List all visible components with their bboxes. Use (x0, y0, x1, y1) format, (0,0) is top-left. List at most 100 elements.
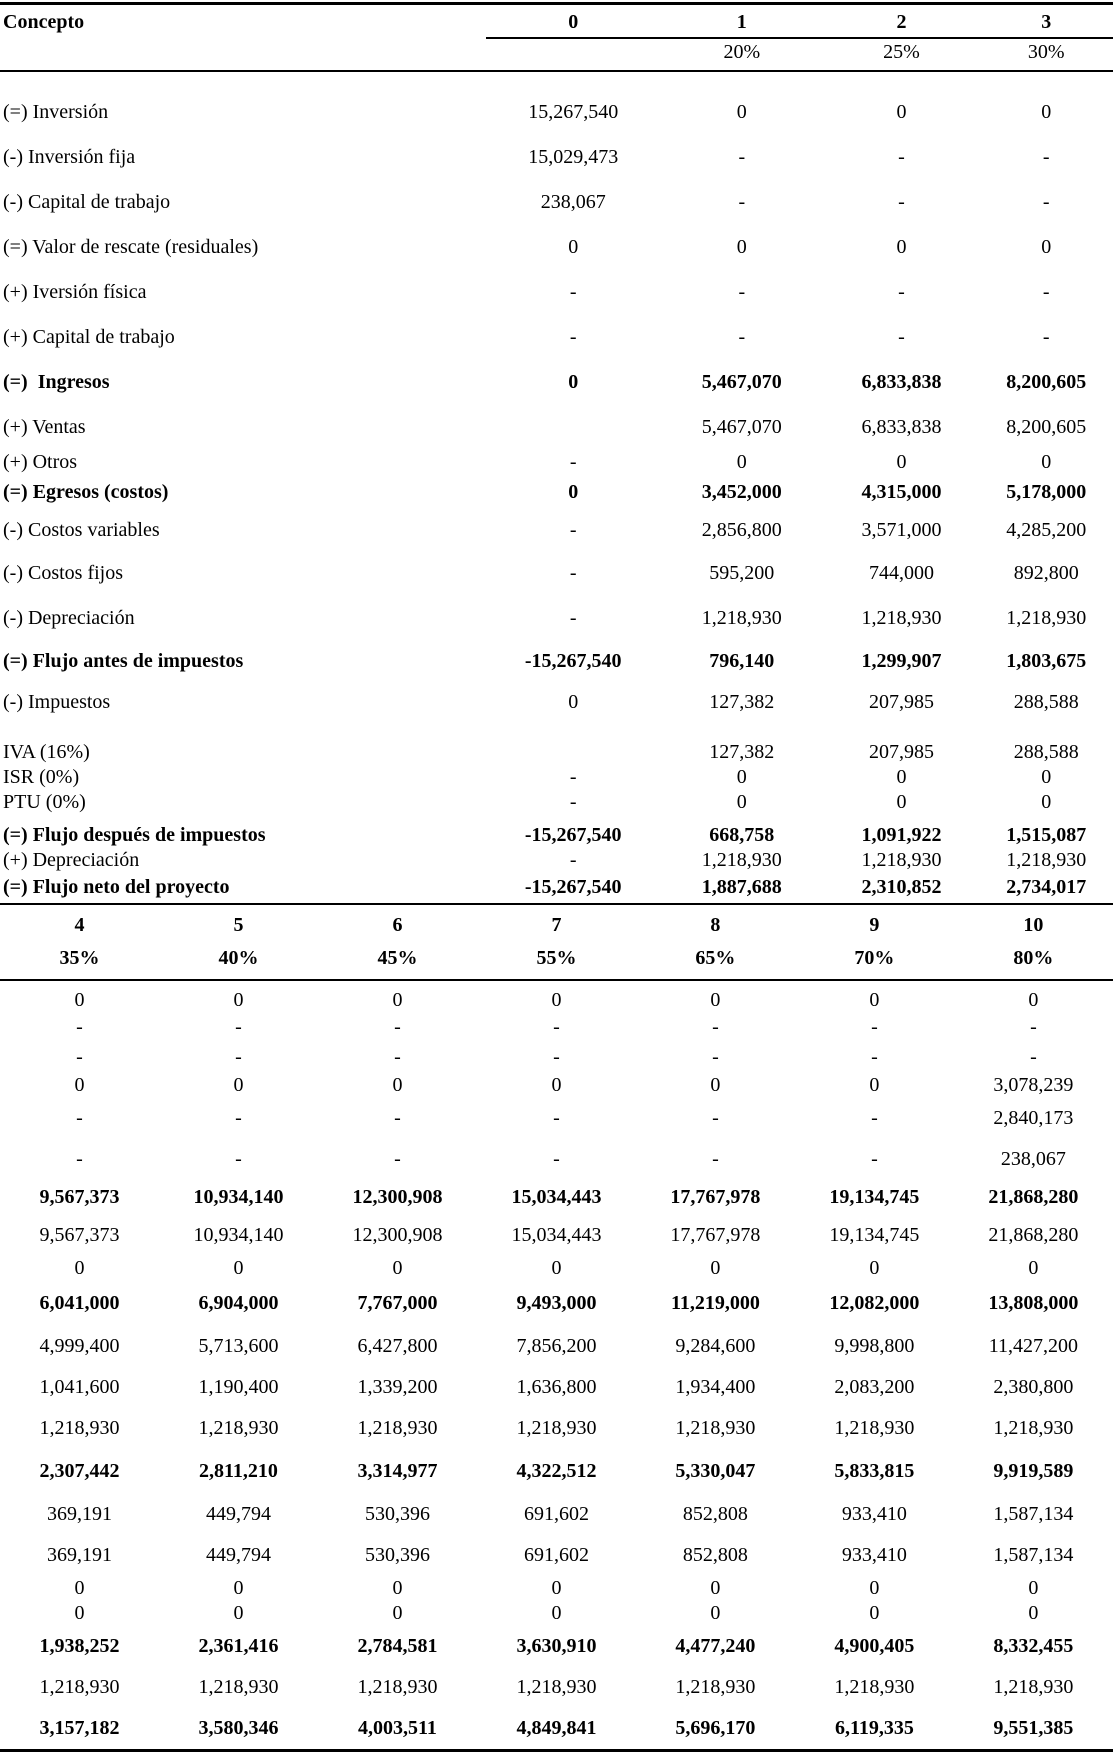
value-cell: - (898, 326, 905, 348)
value-cell: 2,307,442 (39, 1460, 120, 1482)
value-cell: - (569, 451, 577, 473)
value-cell: 0 (551, 1602, 562, 1624)
value-cell: 0 (710, 1577, 721, 1599)
table-row: 369,191 449,794 530,396 691,602 852,808 933,4… (0, 1535, 1113, 1576)
table-row: (+) Depreciación - 1,218,930 1,218,930 1,218… (0, 848, 1113, 873)
value-cell: 9,567,373 (39, 1186, 120, 1208)
top-table-body: (=) Inversión 15,267,540 0 0 0 (-) Inversión … (0, 72, 1113, 903)
value-cell: 1,218,930 (861, 849, 942, 871)
value-cell: - (871, 1016, 878, 1038)
value-cell: 449,794 (205, 1503, 271, 1525)
table-row: (-) Inversión fija 15,029,473 - - - (0, 135, 1113, 180)
value-cell: 1,803,675 (1006, 650, 1087, 672)
value-cell: 1,218,930 (516, 1676, 597, 1698)
section-divider-rule (0, 903, 1113, 905)
value-cell: 0 (1028, 989, 1039, 1011)
value-cell: 9,551,385 (993, 1717, 1074, 1739)
table-row: 0 0 0 0 0 0 0 (0, 1576, 1113, 1601)
value-cell: - (569, 326, 577, 348)
value-cell: 0 (736, 791, 747, 813)
concept-label: (-) Costos variables (3, 519, 160, 541)
value-cell: 1,887,688 (701, 876, 782, 898)
concept-label: (-) Capital de trabajo (3, 191, 171, 213)
table-row: (=) Egresos (costos) 0 3,452,000 4,315,000 5… (0, 475, 1113, 510)
concept-column-header: Concepto (3, 11, 85, 33)
concept-label: (-) Inversión fija (3, 146, 136, 168)
value-cell: 11,219,000 (670, 1292, 760, 1314)
value-cell: - (738, 146, 746, 168)
value-cell: - (76, 1016, 83, 1038)
value-cell: 1,218,930 (39, 1417, 120, 1439)
value-cell: 0 (233, 1577, 244, 1599)
value-cell: 1,636,800 (516, 1376, 597, 1398)
value-cell: 0 (896, 791, 907, 813)
value-cell: 1,938,252 (39, 1635, 120, 1657)
rate-header-20: 20% (723, 41, 761, 63)
value-cell: 5,833,815 (834, 1460, 915, 1482)
value-cell: 8,200,605 (1006, 416, 1087, 438)
value-cell: 0 (736, 766, 747, 788)
table-row: (=) Flujo antes de impuestos -15,267,540 7… (0, 641, 1113, 682)
value-cell: - (553, 1148, 560, 1170)
value-cell: 0 (1041, 766, 1052, 788)
value-cell: - (871, 1046, 878, 1068)
period-header-8: 8 (710, 914, 721, 936)
table-row: (=) Ingresos 0 5,467,070 6,833,838 8,200,605 (0, 360, 1113, 405)
value-cell: 369,191 (46, 1503, 112, 1525)
value-cell: 19,134,745 (829, 1186, 920, 1208)
period-header-1: 1 (736, 11, 747, 33)
value-cell: - (394, 1148, 401, 1170)
value-cell: 449,794 (205, 1544, 271, 1566)
value-cell: 4,849,841 (516, 1717, 597, 1739)
value-cell: - (871, 1107, 878, 1129)
concept-label: (+) Otros (3, 451, 78, 473)
value-cell: -15,267,540 (524, 876, 622, 898)
value-cell: - (394, 1046, 401, 1068)
value-cell: 933,410 (841, 1544, 907, 1566)
value-cell: 0 (1041, 451, 1052, 473)
period-header-4: 4 (74, 914, 85, 936)
value-cell: 3,452,000 (701, 481, 782, 503)
period-header-3: 3 (1041, 11, 1052, 33)
value-cell: 17,767,978 (670, 1186, 761, 1208)
value-cell: 1,218,930 (39, 1676, 120, 1698)
value-cell: 530,396 (364, 1503, 430, 1525)
table-row: (+) Capital de trabajo - - - - (0, 315, 1113, 360)
value-cell: 2,811,210 (199, 1460, 278, 1482)
table-row: IVA (16%) 127,382 207,985 288,588 (0, 723, 1113, 765)
value-cell: - (394, 1016, 401, 1038)
value-cell: 288,588 (1013, 741, 1079, 763)
rate-header-55%: 55% (536, 947, 577, 969)
value-cell: 1,218,930 (198, 1676, 279, 1698)
value-cell: 207,985 (869, 691, 935, 713)
value-cell: 1,218,930 (701, 849, 782, 871)
concept-label: (=) Flujo neto del proyecto (3, 876, 230, 898)
value-cell: - (553, 1046, 560, 1068)
value-cell: 0 (1041, 101, 1052, 123)
value-cell: 1,934,400 (675, 1376, 756, 1398)
rate-header-35%: 35% (59, 947, 100, 969)
value-cell: 207,985 (869, 741, 935, 763)
value-cell: 10,934,140 (193, 1224, 284, 1246)
bottom-table-body: 0 0 0 0 0 0 0- - - - - - - - - - - - - -0 0 0 0 0 0 3,078,239- - - -… (0, 981, 1113, 1749)
value-cell: - (569, 607, 577, 629)
value-cell: 5,178,000 (1006, 481, 1087, 503)
concept-label: (=) Flujo antes de impuestos (3, 650, 244, 672)
value-cell: 0 (392, 1074, 403, 1096)
concept-label: (+) Capital de trabajo (3, 326, 175, 348)
value-cell: 5,467,070 (701, 371, 782, 393)
value-cell: 0 (233, 1602, 244, 1624)
value-cell: 6,041,000 (39, 1292, 120, 1314)
value-cell: 0 (74, 1602, 85, 1624)
value-cell: 0 (233, 1074, 244, 1096)
value-cell: - (553, 1016, 560, 1038)
value-cell: 2,310,852 (861, 876, 942, 898)
value-cell: 21,868,280 (988, 1224, 1079, 1246)
value-cell: 1,041,600 (39, 1376, 120, 1398)
value-cell: 1,091,922 (861, 824, 942, 846)
value-cell: 238,067 (1000, 1148, 1066, 1170)
period-header-10: 10 (1023, 914, 1044, 936)
value-cell: 0 (551, 1577, 562, 1599)
table-row: ------- (0, 1043, 1113, 1073)
value-cell: 1,218,930 (1006, 849, 1087, 871)
